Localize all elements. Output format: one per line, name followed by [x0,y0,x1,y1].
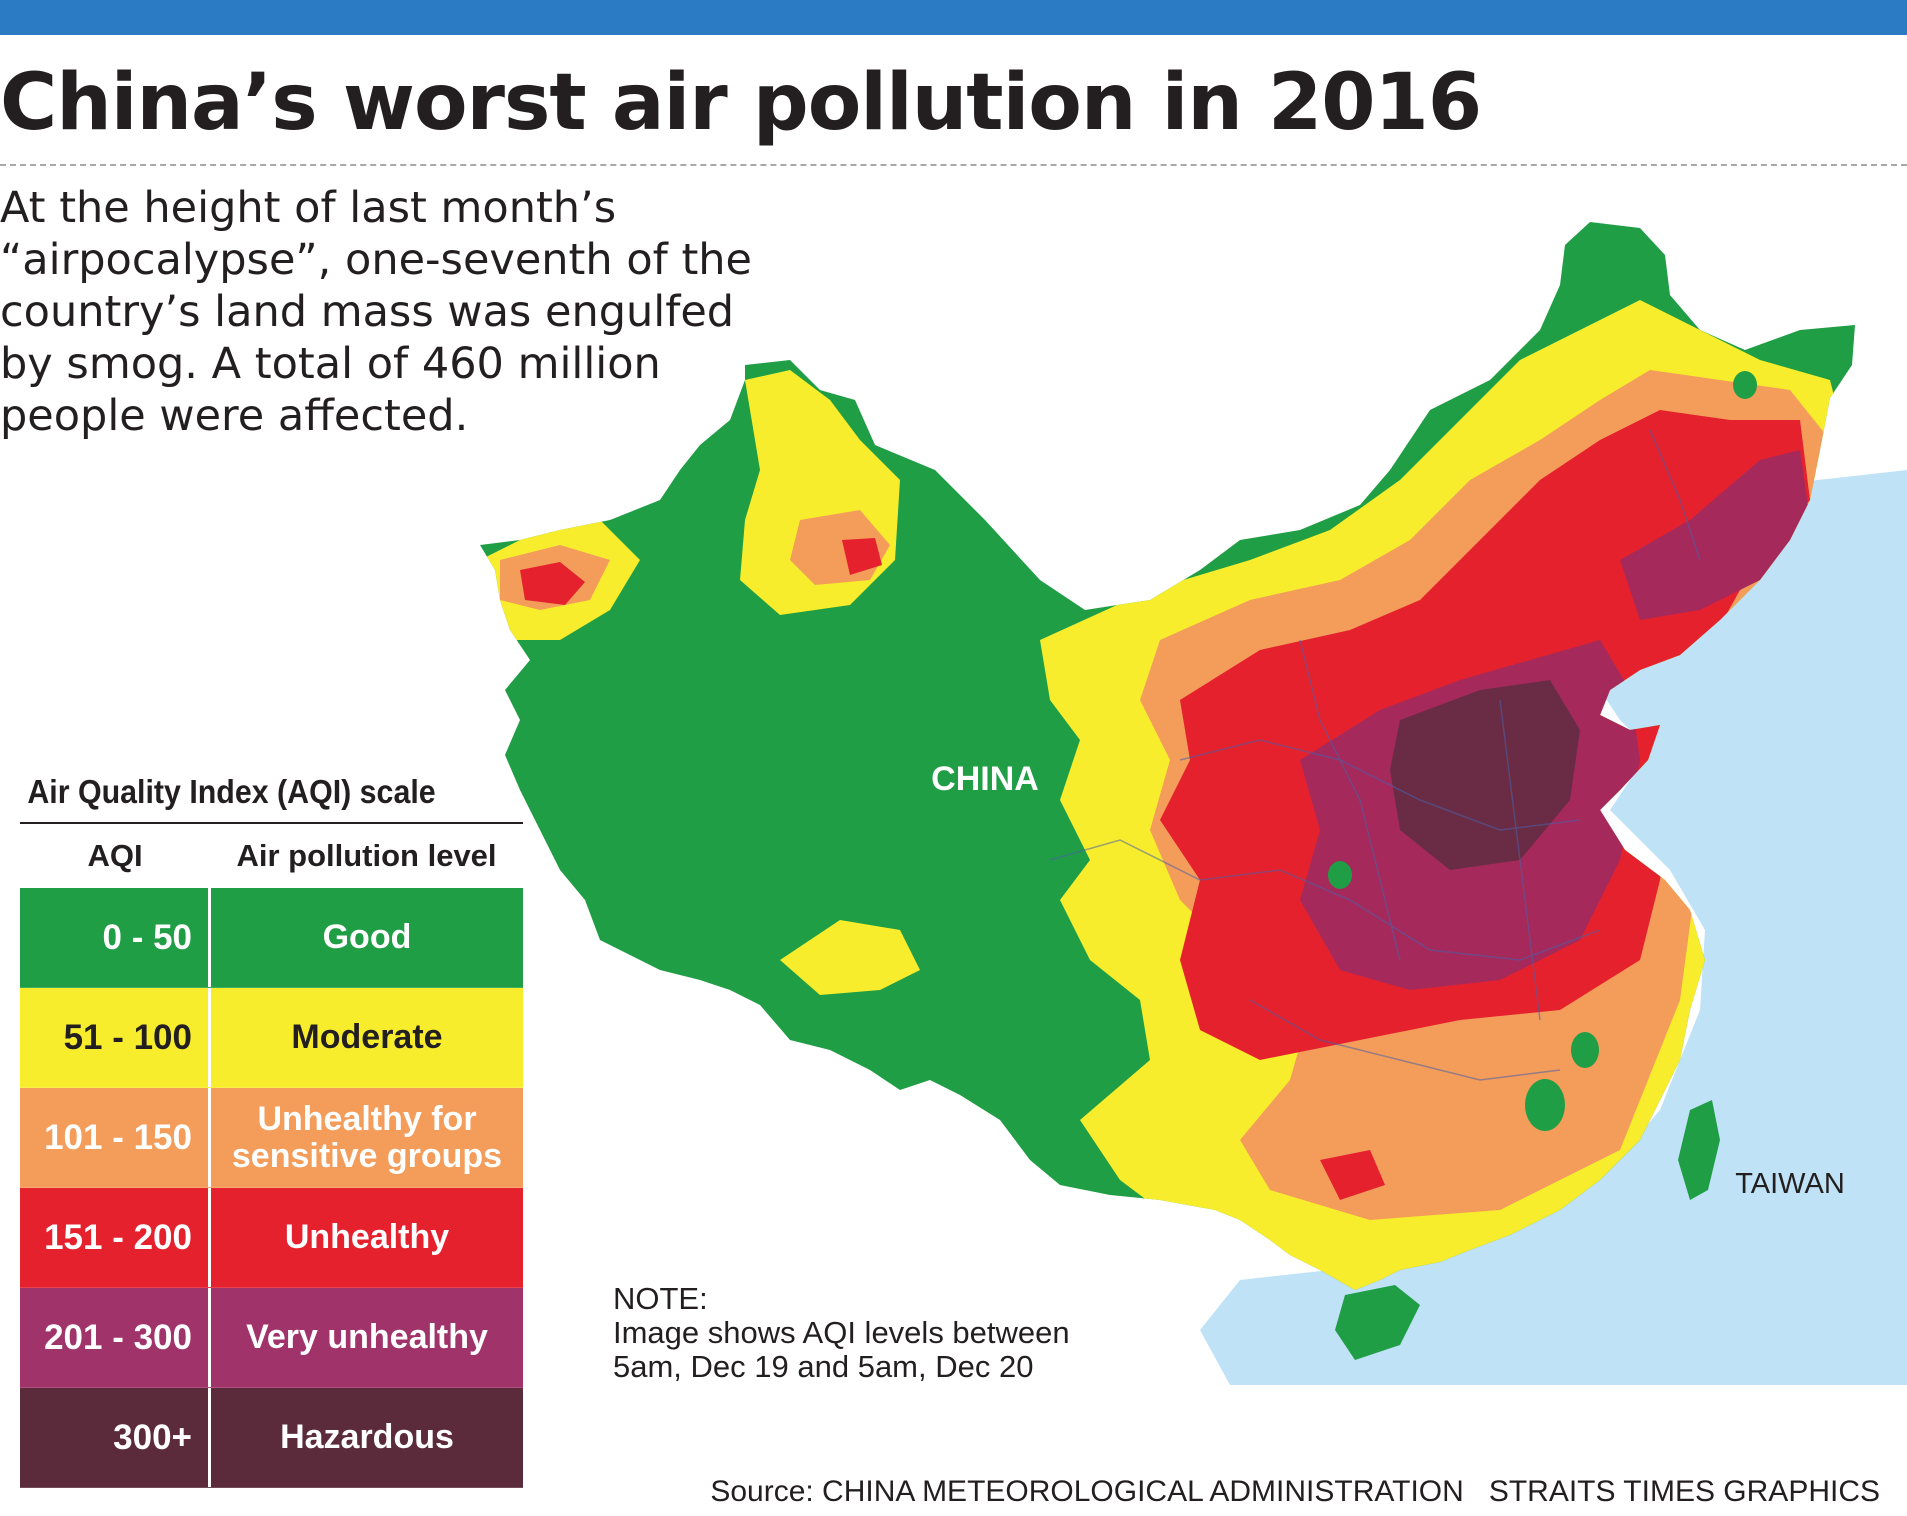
zone-unhealthy-west [520,562,585,605]
intro-text: At the height of last month’s “airpocaly… [0,183,753,441]
note-line-2: 5am, Dec 19 and 5am, Dec 20 [613,1349,1034,1384]
legend-range: 51 - 100 [20,988,211,1087]
note-heading: NOTE: [613,1281,708,1316]
map-label-china: CHINA [931,760,1039,798]
zone-very-unhealthy-ne [1620,450,1810,620]
page-title: China’s worst air pollution in 2016 [0,58,1482,148]
legend-level: Very unhealthy [246,1318,488,1356]
legend-row-good: 0 - 50 Good [20,888,523,988]
legend-range: 300+ [20,1388,211,1487]
legend-col-level: Air pollution level [236,838,497,873]
legend-level: Good [322,918,412,956]
legend-level: Unhealthy [284,1218,450,1256]
map-label-taiwan: TAIWAN [1735,1168,1845,1200]
zone-unhealthy-south [1320,1150,1385,1200]
legend-rule [20,822,523,824]
legend-row-hazardous: 300+ Hazardous [20,1388,523,1488]
graphics-credit: STRAITS TIMES GRAPHICS [1488,1475,1880,1508]
legend-range: 151 - 200 [20,1188,211,1287]
source-text: Source: CHINA METEOROLOGICAL ADMINISTRAT… [710,1475,1464,1508]
taiwan-island [1678,1100,1720,1200]
legend-range: 101 - 150 [20,1088,211,1187]
legend-row-usg: 101 - 150 Unhealthy for sensitive groups [20,1088,523,1188]
legend-header: AQI Air pollution level [20,824,523,888]
legend-rows: 0 - 50 Good 51 - 100 Moderate 101 - 150 … [20,888,523,1488]
title-divider [0,164,1907,166]
legend-range: 0 - 50 [20,888,211,987]
legend-row-unhealthy: 151 - 200 Unhealthy [20,1188,523,1288]
legend-level: Unhealthy for sensitive groups [231,1099,503,1175]
zone-unhealthy-north [842,538,882,575]
legend-col-aqi: AQI [87,838,143,873]
legend-title: Air Quality Index (AQI) scale [27,773,436,810]
hainan-island [1335,1285,1420,1360]
legend-level: Moderate [291,1018,443,1056]
legend-level: Hazardous [280,1418,454,1456]
legend-row-very-unhealthy: 201 - 300 Very unhealthy [20,1288,523,1388]
legend-range: 201 - 300 [20,1288,211,1387]
note-line-1: Image shows AQI levels between [613,1315,1070,1350]
top-color-bar [0,0,1907,35]
zone-moderate-south [780,920,920,995]
source-credit: Source: CHINA METEOROLOGICAL ADMINISTRAT… [710,1475,1880,1509]
zone-hazardous-core [1390,680,1580,870]
map-note: NOTE: Image shows AQI levels between 5am… [613,1282,1070,1384]
aqi-legend: Air Quality Index (AQI) scale AQI Air po… [20,762,523,1488]
sea-area [1200,470,1907,1385]
legend-row-moderate: 51 - 100 Moderate [20,988,523,1088]
